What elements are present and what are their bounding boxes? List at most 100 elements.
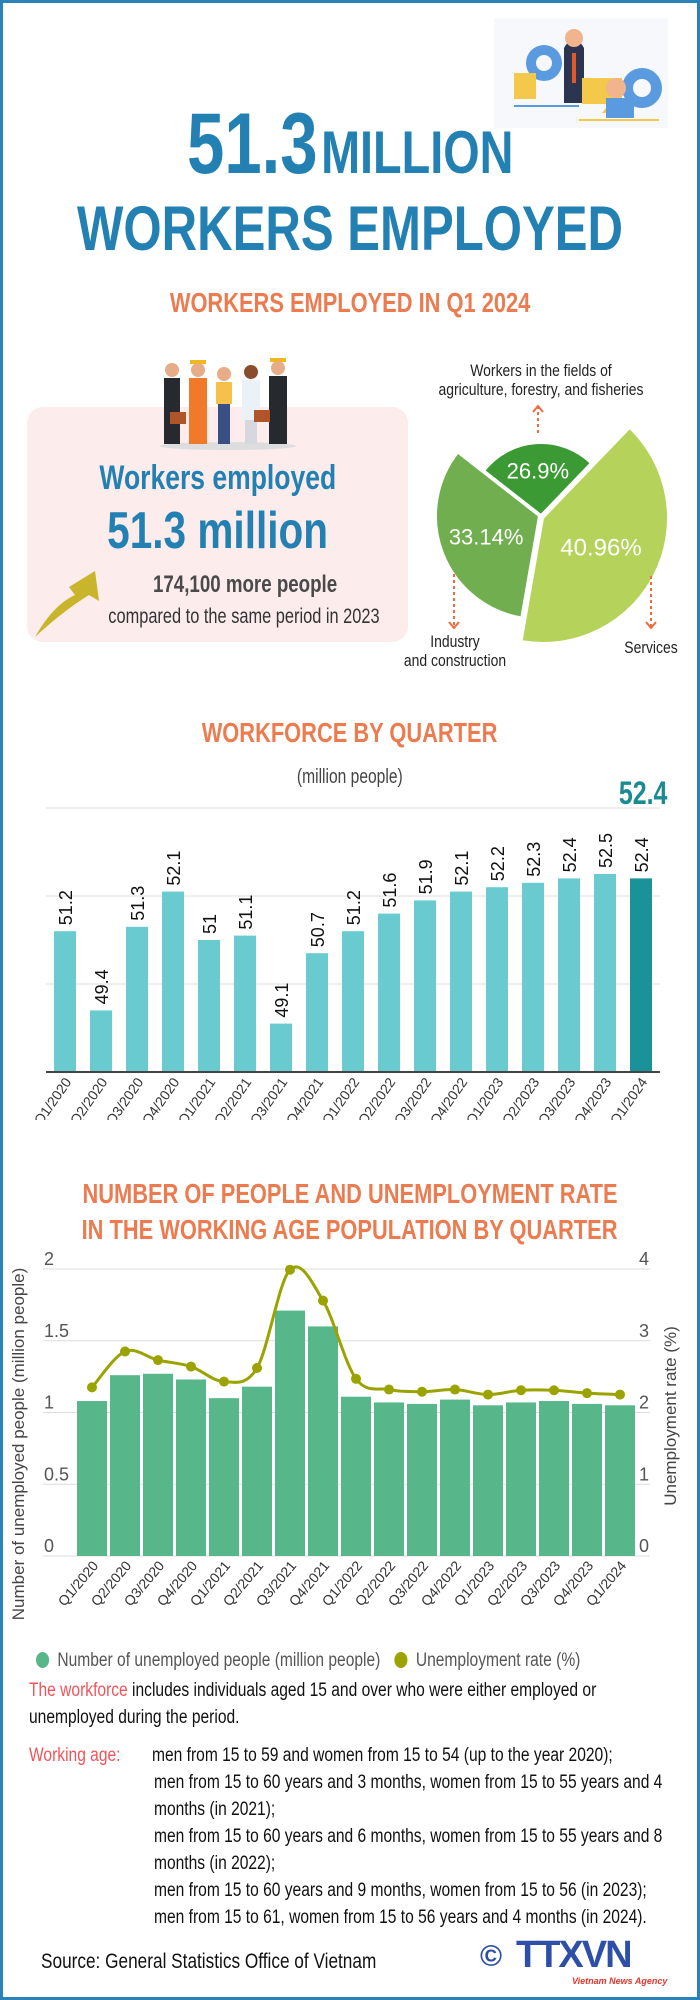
bar — [77, 1401, 107, 1556]
headline-line2: WORKERS EMPLOYED — [0, 197, 700, 278]
bar-value-label: 51.6 — [380, 873, 400, 908]
workforce-def-line2: unemployed during the period. — [29, 1707, 240, 1728]
bar — [594, 874, 616, 1072]
y-left-tick-label: 0.5 — [44, 1464, 69, 1484]
unemployment-title-1: NUMBER OF PEOPLE AND UNEMPLOYMENT RATE — [0, 1178, 700, 1215]
workforce-unit: (million people) — [0, 766, 700, 790]
rate-point — [450, 1384, 460, 1395]
bar — [342, 931, 364, 1072]
summary-value: 51.3 million — [27, 502, 408, 573]
increase-text: 174,100 more people — [90, 571, 400, 602]
comparison-value: compared to the same period in 2023 — [108, 605, 380, 628]
working-age-line: men from 15 to 60 years and 9 months, wo… — [154, 1880, 700, 1902]
x-tick-label: Q3/2022 — [391, 1074, 435, 1120]
legend-line-label: Unemployment rate (%) — [415, 1650, 581, 1671]
x-tick-label: Q2/2021 — [211, 1074, 255, 1120]
latest-value-highlight: 52.4 — [608, 776, 678, 817]
headline-line1: 51.3 MILLION — [0, 100, 700, 188]
working-age-line: men from 15 to 60 years and 6 months, wo… — [154, 1826, 700, 1848]
bar — [198, 940, 220, 1072]
unemployment-combo-chart: 0 0 0.5 1 1 2 1.5 3 2 4 Number of unemployed peopl… — [9, 1250, 680, 1620]
rate-point — [318, 1295, 328, 1306]
bar — [630, 878, 652, 1072]
working-age-text: men from 15 to 60 years and 3 months, wo… — [154, 1772, 663, 1793]
bar — [126, 926, 148, 1072]
bar — [234, 935, 256, 1072]
x-tick-label: Q4/2021 — [283, 1074, 327, 1120]
bar-value-label: 49.4 — [92, 969, 112, 1004]
agri-label-1: Workers in the fields of — [470, 362, 612, 381]
y-right-tick-label: 4 — [639, 1250, 649, 1269]
bar — [306, 953, 328, 1072]
bar-value-label: 52.1 — [452, 851, 472, 886]
bar — [308, 1326, 338, 1556]
working-age-line: men from 15 to 59 and women from 15 to 5… — [152, 1745, 700, 1767]
bar — [90, 1010, 112, 1072]
x-tick-label: Q3/2020 — [103, 1074, 147, 1120]
x-tick-label: Q4/2023 — [571, 1074, 615, 1120]
rate-point — [285, 1264, 295, 1275]
bar-value-label: 50.7 — [308, 912, 328, 947]
x-tick-label: Q2/2020 — [67, 1074, 111, 1120]
working-age-text: months (in 2022); — [154, 1853, 276, 1874]
x-tick-label: Q4/2022 — [427, 1074, 471, 1120]
workforce-term: The workforce — [29, 1680, 128, 1701]
bar-value-label: 52.5 — [596, 833, 616, 868]
bar-value-label: 52.4 — [632, 837, 652, 872]
arrowhead-icon — [532, 404, 544, 413]
pie-slice-label: 26.9% — [507, 458, 569, 483]
workers-group-illustration — [160, 358, 296, 450]
bar-value-label: 49.1 — [272, 983, 292, 1018]
legend-bar-label: Number of unemployed people (million peo… — [57, 1650, 381, 1671]
bar — [605, 1405, 635, 1556]
rate-point — [87, 1382, 97, 1393]
bar — [486, 887, 508, 1072]
working-age-line: months (in 2021); — [154, 1799, 302, 1821]
x-tick-label: Q4/2020 — [139, 1074, 183, 1120]
arrowhead-icon — [448, 621, 460, 630]
bar — [506, 1402, 536, 1556]
workforce-definition-2: unemployed during the period. — [29, 1707, 286, 1729]
summary-value-text: 51.3 million — [107, 502, 328, 560]
workforce-title-text: WORKFORCE BY QUARTER — [202, 717, 498, 748]
chart-legend: Number of unemployed people (million peo… — [36, 1650, 700, 1672]
rate-point — [351, 1373, 361, 1384]
headline-number: 51.3 — [186, 96, 318, 192]
rate-point — [186, 1361, 196, 1372]
bar-value-label: 52.2 — [488, 846, 508, 881]
headline-title: WORKERS EMPLOYED — [77, 194, 624, 264]
bar-value-label: 51.1 — [236, 895, 256, 930]
bar — [440, 1399, 470, 1556]
bar — [414, 900, 436, 1072]
unemployment-title-text-2: IN THE WORKING AGE POPULATION BY QUARTER — [82, 1214, 618, 1245]
pie-slice — [520, 426, 669, 644]
summary-label-text: Workers employed — [99, 459, 336, 497]
unemployment-title-2: IN THE WORKING AGE POPULATION BY QUARTER — [0, 1214, 700, 1251]
rate-point — [549, 1385, 559, 1396]
workforce-title: WORKFORCE BY QUARTER — [0, 717, 700, 754]
rate-point — [120, 1346, 130, 1357]
bar — [54, 931, 76, 1072]
y-left-tick-label: 2 — [44, 1250, 54, 1269]
unemployment-title-text-1: NUMBER OF PEOPLE AND UNEMPLOYMENT RATE — [82, 1178, 618, 1209]
bar-value-label: 51.2 — [56, 890, 76, 925]
pie-slice-label: 33.14% — [449, 524, 524, 549]
x-tick-label: Q3/2021 — [247, 1074, 291, 1120]
workforce-def-line1: includes individuals aged 15 and over wh… — [127, 1680, 597, 1701]
y-left-tick-label: 0 — [44, 1536, 54, 1556]
workforce-bar-chart: 51.2 Q1/2020 49.4 Q2/2020 51.3 Q3/2020 52.1 Q4/… — [31, 807, 660, 1120]
x-tick-label: Q1/2020 — [31, 1074, 75, 1120]
bar — [176, 1379, 206, 1556]
arrowhead-icon — [645, 621, 657, 630]
working-age-label: Working age: — [29, 1745, 141, 1767]
bar — [378, 913, 400, 1072]
x-tick-label: Q2/2022 — [355, 1074, 399, 1120]
employment-sector-pie: Workers in the fields of agriculture, fo… — [404, 362, 678, 671]
workforce-definition: The workforce includes individuals aged … — [29, 1680, 700, 1702]
ttxvn-logo: © TTXVN Vietnam News Agency — [480, 1936, 670, 1986]
rate-point — [516, 1385, 526, 1396]
logo-subtext: Vietnam News Agency — [572, 1976, 668, 1986]
x-tick-label: Q2/2023 — [499, 1074, 543, 1120]
office-workers-illustration — [494, 18, 668, 128]
pie-slice-label: 40.96% — [560, 534, 641, 561]
